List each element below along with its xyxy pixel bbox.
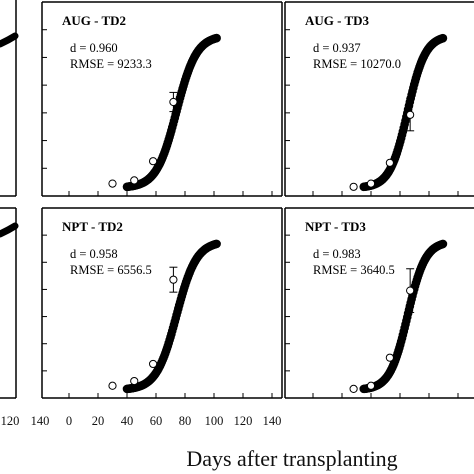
x-tick-label: 140	[31, 414, 50, 428]
simulated-point	[438, 33, 448, 43]
observed-point	[385, 353, 394, 362]
simulated-point	[212, 239, 221, 249]
left-partial-panels	[0, 0, 19, 399]
observed-point	[169, 275, 178, 284]
x-tick-label: 60	[150, 414, 163, 428]
panel-rmse-value: RMSE = 10270.0	[313, 57, 401, 71]
simulated-series	[122, 33, 221, 192]
simulated-point	[438, 239, 448, 249]
x-tick-label: 100	[205, 414, 224, 428]
observed-point	[366, 381, 376, 390]
observed-point	[406, 286, 415, 295]
panel-rmse-value: RMSE = 9233.3	[70, 57, 152, 71]
observed-point	[169, 97, 178, 107]
x-tick-label: 0	[66, 414, 72, 428]
panel-title: AUG - TD2	[62, 13, 126, 28]
observed-point	[130, 376, 139, 386]
observed-point	[366, 179, 376, 188]
panel-title: AUG - TD3	[305, 13, 370, 28]
x-tick-label: 20	[92, 414, 105, 428]
panel-title: NPT - TD2	[62, 219, 123, 234]
x-tick-label: 40	[121, 414, 134, 428]
panel-d-value: d = 0.937	[313, 41, 361, 55]
panel-npt-td3: NPT - TD3 d = 0.983 RMSE = 3640.5	[284, 207, 474, 399]
panel-aug-td3: AUG - TD3 d = 0.937 RMSE = 10270.0	[284, 1, 474, 197]
observed-point	[406, 110, 415, 119]
panel-d-value: d = 0.960	[70, 41, 118, 55]
panel-aug-td2: AUG - TD2 d = 0.960 RMSE = 9233.3	[41, 1, 283, 197]
x-tick-labels: 120 140 0 20 40 60 80 100 120 140	[1, 414, 282, 428]
panel-d-value: d = 0.983	[313, 247, 361, 261]
simulated-point	[212, 33, 221, 43]
panel-title: NPT - TD3	[305, 219, 366, 234]
left-panel-top-curve	[0, 32, 19, 48]
observed-point	[130, 176, 139, 185]
observed-point	[108, 381, 117, 390]
observed-point	[385, 158, 394, 167]
left-panel-bottom-curve	[0, 222, 19, 238]
x-axis-label: Days after transplanting	[186, 446, 397, 471]
panel-npt-td2: NPT - TD2 d = 0.958 RMSE = 6556.5	[41, 207, 283, 399]
observed-point	[149, 157, 158, 166]
x-tick-label: 80	[179, 414, 192, 428]
observed-point	[349, 384, 358, 393]
x-tick-label: 120	[1, 414, 20, 428]
panel-rmse-value: RMSE = 3640.5	[313, 263, 395, 277]
x-tick-label: 120	[234, 414, 253, 428]
panel-rmse-value: RMSE = 6556.5	[70, 263, 152, 277]
panel-d-value: d = 0.958	[70, 247, 118, 261]
x-tick-label: 140	[263, 414, 282, 428]
observed-point	[108, 179, 117, 188]
observed-point	[349, 182, 358, 191]
observed-point	[149, 359, 158, 369]
